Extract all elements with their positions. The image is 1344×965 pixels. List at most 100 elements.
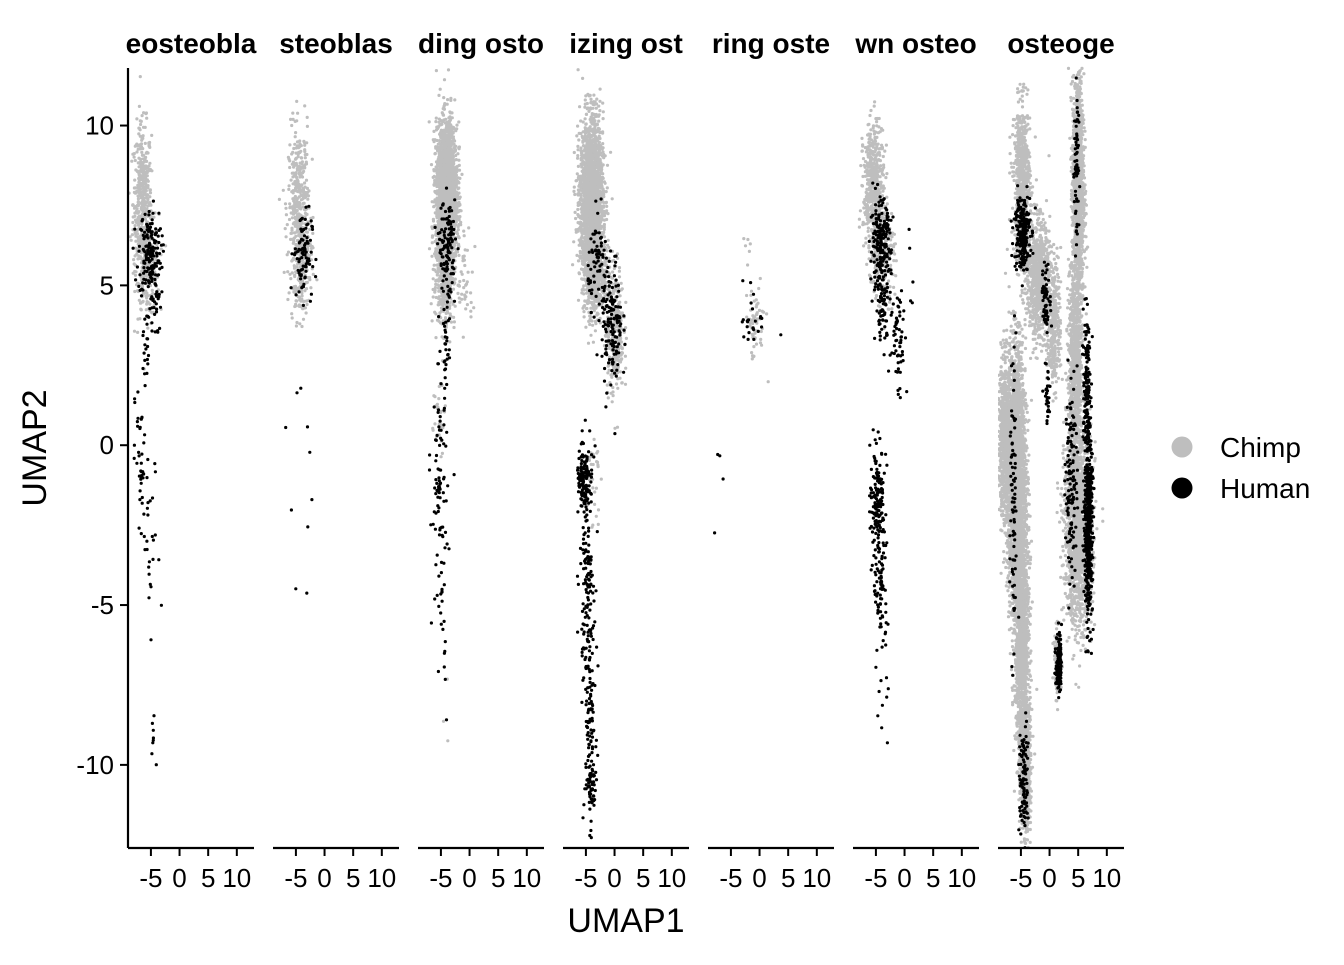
chimp-point: [451, 158, 454, 161]
human-point: [452, 220, 455, 223]
human-point: [137, 451, 140, 454]
chimp-point: [444, 173, 447, 176]
human-point: [443, 650, 446, 653]
human-point: [443, 268, 446, 271]
human-point: [146, 513, 149, 516]
chimp-point: [446, 98, 449, 101]
chimp-point: [447, 125, 450, 128]
chimp-point: [139, 128, 142, 131]
chimp-point: [303, 104, 306, 107]
chimp-point: [440, 455, 443, 458]
chimp-point: [142, 190, 145, 193]
human-point: [444, 363, 447, 366]
human-point: [440, 588, 443, 591]
chimp-point: [457, 244, 460, 247]
human-point: [443, 397, 446, 400]
human-point: [437, 232, 440, 235]
chimp-point: [437, 255, 440, 258]
human-point: [437, 670, 440, 673]
chimp-point: [473, 245, 476, 248]
chimp-point: [436, 197, 439, 200]
chimp-point: [135, 150, 138, 153]
human-point: [136, 420, 139, 423]
human-point: [157, 235, 160, 238]
chimp-point: [455, 158, 458, 161]
human-point: [150, 329, 153, 332]
human-point: [310, 293, 313, 296]
human-point: [155, 302, 158, 305]
chimp-point: [448, 191, 451, 194]
human-point: [149, 297, 152, 300]
chimp-point: [292, 118, 295, 121]
chimp-point: [151, 289, 154, 292]
human-point: [150, 321, 153, 324]
human-point: [141, 288, 144, 291]
chimp-point: [451, 162, 454, 165]
chimp-point: [296, 167, 299, 170]
human-point: [295, 293, 298, 296]
human-point: [142, 234, 145, 237]
chimp-point: [289, 205, 292, 208]
human-point: [146, 228, 149, 231]
human-point: [439, 420, 442, 423]
chimp-point: [436, 259, 439, 262]
chimp-point: [297, 185, 300, 188]
facet-points: [278, 100, 319, 595]
chimp-point: [150, 134, 153, 137]
chimp-point: [288, 273, 291, 276]
chimp-point: [140, 151, 143, 154]
human-point: [139, 469, 142, 472]
chimp-point: [431, 200, 434, 203]
chimp-point: [450, 321, 453, 324]
chimp-point: [145, 160, 148, 163]
human-point: [443, 231, 446, 234]
human-point: [443, 476, 446, 479]
human-point: [441, 204, 444, 207]
chimp-point: [439, 197, 442, 200]
human-point: [140, 462, 143, 465]
chimp-point: [453, 139, 456, 142]
human-point: [443, 262, 446, 265]
human-point: [443, 583, 446, 586]
x-tick-label: 10: [367, 863, 396, 893]
human-point: [149, 583, 152, 586]
chimp-point: [452, 326, 455, 329]
chimp-point: [290, 152, 293, 155]
human-point: [300, 256, 303, 259]
chimp-point: [432, 295, 435, 298]
human-point: [444, 640, 447, 643]
chimp-point: [442, 720, 445, 723]
human-point: [301, 268, 304, 271]
chimp-point: [438, 133, 441, 136]
human-point: [142, 441, 145, 444]
human-point: [136, 417, 139, 420]
chimp-point: [291, 197, 294, 200]
chimp-point: [306, 281, 309, 284]
human-point: [446, 542, 449, 545]
human-point: [439, 249, 442, 252]
chimp-point: [289, 232, 292, 235]
chimp-point: [295, 321, 298, 324]
chimp-point: [448, 175, 451, 178]
human-point: [148, 560, 151, 563]
chimp-point: [311, 158, 314, 161]
chimp-point: [446, 133, 449, 136]
human-point: [442, 423, 445, 426]
human-point: [434, 459, 437, 462]
chimp-point: [434, 145, 437, 148]
chimp-point: [457, 254, 460, 257]
human-point: [151, 558, 154, 561]
human-point: [306, 259, 309, 262]
chimp-point: [137, 157, 140, 160]
chimp-point: [455, 231, 458, 234]
human-point: [137, 250, 140, 253]
human-point: [446, 306, 449, 309]
chimp-point: [294, 243, 297, 246]
human-point: [146, 548, 149, 551]
human-point: [146, 252, 149, 255]
chimp-point: [428, 247, 431, 250]
chimp-point: [469, 291, 472, 294]
chimp-point: [305, 311, 308, 314]
chimp-point: [133, 290, 136, 293]
chimp-point: [292, 161, 295, 164]
